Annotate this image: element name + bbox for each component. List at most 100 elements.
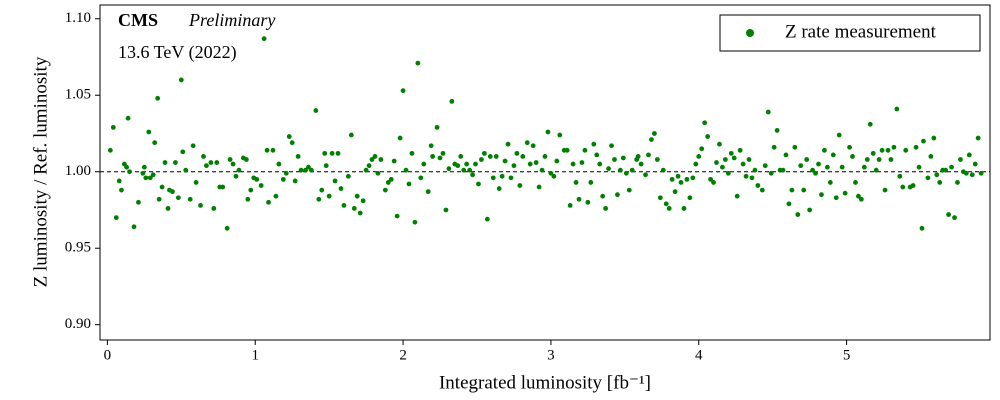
data-point <box>714 160 719 165</box>
data-point <box>372 154 378 159</box>
data-point <box>646 152 651 158</box>
data-point <box>476 181 481 187</box>
data-point <box>699 146 705 152</box>
data-point <box>684 176 690 182</box>
y-tick-label: 1.00 <box>65 163 91 179</box>
data-point <box>654 157 660 162</box>
data-point <box>449 98 455 104</box>
data-point <box>913 144 919 150</box>
data-point <box>511 163 517 169</box>
data-point <box>897 173 903 179</box>
data-point <box>484 216 490 222</box>
data-point <box>783 152 789 158</box>
data-point <box>603 206 609 211</box>
data-point <box>681 206 687 211</box>
data-point <box>804 157 810 162</box>
data-point <box>289 140 295 146</box>
data-point <box>201 154 206 159</box>
data-point <box>827 180 833 185</box>
data-point <box>162 160 168 165</box>
data-point <box>266 199 271 205</box>
data-point <box>711 180 716 185</box>
data-point <box>141 164 147 170</box>
data-point <box>657 195 663 201</box>
data-point <box>891 144 897 150</box>
data-point <box>900 184 906 190</box>
data-point <box>172 160 178 165</box>
data-point <box>236 167 242 173</box>
data-point <box>323 163 329 169</box>
data-point <box>842 190 848 196</box>
y-axis-label: Z luminosity / Ref. luminosity <box>30 56 51 287</box>
data-point <box>765 109 771 115</box>
data-point <box>345 173 351 179</box>
data-point <box>487 154 493 159</box>
data-point <box>752 167 758 173</box>
data-point <box>635 154 641 159</box>
data-point <box>876 157 882 162</box>
data-point <box>183 167 189 173</box>
data-point <box>786 201 792 207</box>
data-point <box>958 157 963 162</box>
data-point <box>649 137 654 143</box>
data-point <box>615 192 620 198</box>
data-point <box>910 183 916 188</box>
data-point <box>378 157 384 162</box>
x-tick-label: 4 <box>695 347 703 363</box>
data-point <box>434 124 440 130</box>
data-point <box>928 154 934 159</box>
data-point <box>972 161 978 167</box>
data-point <box>140 170 146 176</box>
data-point <box>810 167 815 173</box>
x-axis-label: Integrated luminosity [fb⁻¹] <box>439 372 651 393</box>
data-point <box>643 172 648 178</box>
data-point <box>375 170 381 176</box>
data-point <box>458 154 464 159</box>
data-point <box>824 164 830 170</box>
data-point <box>536 184 542 190</box>
data-point <box>934 172 940 178</box>
data-point <box>705 134 711 139</box>
y-tick-label: 1.05 <box>65 87 91 103</box>
data-point <box>363 167 369 173</box>
plot-frame <box>99 4 991 341</box>
data-point <box>517 183 523 188</box>
data-point <box>931 135 937 141</box>
data-point <box>759 187 765 193</box>
data-point <box>110 124 116 130</box>
data-point <box>728 150 734 156</box>
data-point <box>597 161 603 167</box>
data-point <box>421 161 427 167</box>
data-point <box>409 150 415 156</box>
data-point <box>143 175 149 181</box>
data-point <box>573 180 579 185</box>
data-point <box>261 36 267 42</box>
legend-label: Z rate measurement <box>785 21 937 42</box>
data-point <box>582 147 588 153</box>
data-point <box>722 157 728 162</box>
data-point <box>801 187 807 193</box>
data-point <box>867 121 873 127</box>
data-point <box>187 196 193 202</box>
data-point <box>952 215 957 221</box>
data-point <box>170 189 175 195</box>
data-point <box>479 157 484 162</box>
data-point <box>539 167 545 173</box>
data-point <box>388 176 394 182</box>
data-point <box>428 143 434 149</box>
data-point <box>861 164 867 170</box>
data-point <box>508 175 514 181</box>
data-point <box>415 60 421 66</box>
y-tick-label: 1.10 <box>65 10 91 26</box>
data-point <box>740 161 746 167</box>
data-point <box>789 187 795 193</box>
data-point <box>329 150 335 156</box>
data-point <box>224 225 230 231</box>
data-point <box>286 134 292 139</box>
data-point <box>588 180 594 185</box>
data-point <box>620 155 626 161</box>
data-point <box>254 176 260 182</box>
data-point <box>545 129 551 135</box>
data-point <box>369 157 375 162</box>
data-point <box>243 157 249 162</box>
